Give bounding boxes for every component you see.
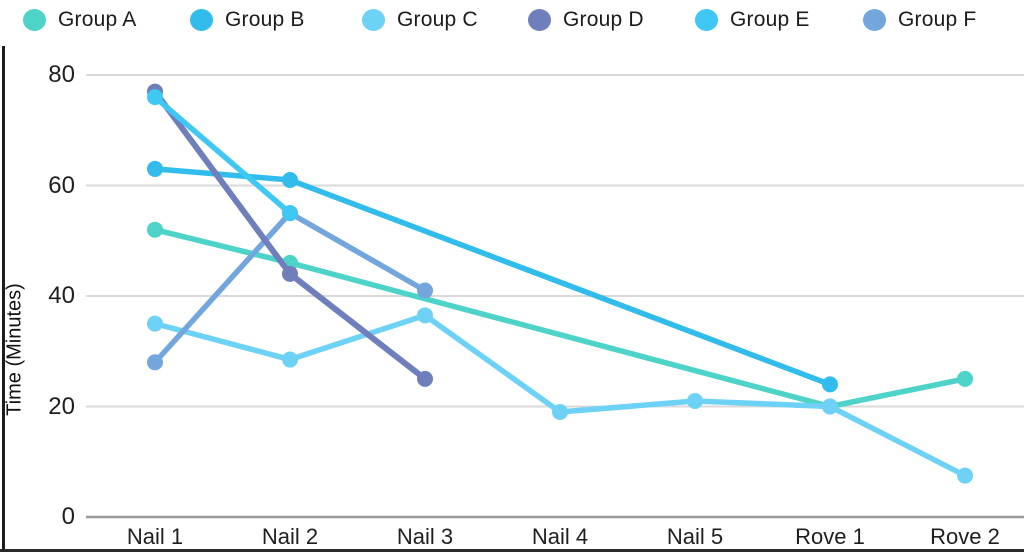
data-point-group-c	[147, 315, 163, 332]
legend-swatch-group-a	[23, 9, 46, 31]
data-point-group-f	[147, 354, 163, 371]
plot-area: Time (Minutes) 0 20 40 60 80 Nail 1 Nail 2 Nail…	[0, 46, 1024, 552]
legend-label-group-d: Group D	[563, 8, 644, 31]
data-point-group-b	[282, 171, 298, 188]
data-point-group-b	[822, 376, 838, 393]
legend-item-group-f: Group F	[863, 8, 976, 32]
legend-item-group-d: Group D	[528, 8, 644, 32]
left-border-line	[2, 46, 5, 552]
data-point-group-c	[417, 307, 433, 324]
legend-label-group-c: Group C	[397, 8, 478, 31]
xtick-label-rove-2: Rove 2	[930, 524, 1000, 549]
legend-label-group-e: Group E	[730, 8, 810, 31]
xtick-label-nail-3: Nail 3	[396, 524, 454, 549]
xtick-label-nail-5: Nail 5	[666, 524, 724, 549]
ytick-label-60: 60	[48, 171, 75, 199]
data-point-group-d	[282, 265, 298, 282]
legend-item-group-e: Group E	[695, 8, 810, 32]
data-point-group-c	[822, 398, 838, 415]
legend-swatch-group-d	[528, 9, 551, 31]
xtick-label-nail-1: Nail 1	[126, 524, 184, 549]
xtick-label-rove-1: Rove 1	[795, 524, 865, 549]
legend-item-group-a: Group A	[23, 8, 136, 32]
data-point-group-f	[417, 282, 433, 299]
line-chart	[86, 74, 1024, 519]
xtick-label-nail-2: Nail 2	[261, 524, 319, 549]
xtick-label-nail-4: Nail 4	[531, 524, 589, 549]
legend-swatch-group-b	[190, 9, 213, 31]
legend-label-group-b: Group B	[225, 8, 305, 31]
legend-swatch-group-c	[362, 9, 385, 31]
data-point-group-a	[957, 370, 973, 387]
series-line-group-c	[152, 312, 968, 479]
data-point-group-b	[147, 160, 163, 177]
legend-item-group-b: Group B	[190, 8, 305, 32]
series-line-group-e	[152, 94, 293, 216]
ytick-label-20: 20	[48, 392, 75, 420]
data-point-group-c	[957, 467, 973, 484]
legend-label-group-f: Group F	[898, 8, 977, 31]
series-line-group-a	[152, 226, 968, 410]
ytick-label-80: 80	[48, 61, 75, 88]
data-point-group-c	[687, 392, 703, 409]
data-point-group-d	[417, 370, 433, 387]
data-point-group-c	[552, 404, 568, 421]
data-point-group-a	[147, 221, 163, 238]
chart-legend: Group A Group B Group C Group D Group E Group…	[0, 0, 1024, 46]
legend-swatch-group-e	[695, 9, 718, 31]
legend-item-group-c: Group C	[362, 8, 478, 32]
legend-label-group-a: Group A	[58, 8, 137, 31]
ytick-label-0: 0	[61, 503, 75, 530]
series-group-c	[147, 307, 973, 484]
data-point-group-e	[147, 89, 163, 106]
data-point-group-e	[282, 205, 298, 222]
bottom-border-line	[0, 549, 1024, 552]
data-point-group-c	[282, 351, 298, 368]
series-group-b	[147, 160, 838, 393]
series-group-e	[147, 89, 298, 222]
legend-swatch-group-f	[863, 9, 886, 31]
ytick-label-40: 40	[48, 282, 75, 309]
